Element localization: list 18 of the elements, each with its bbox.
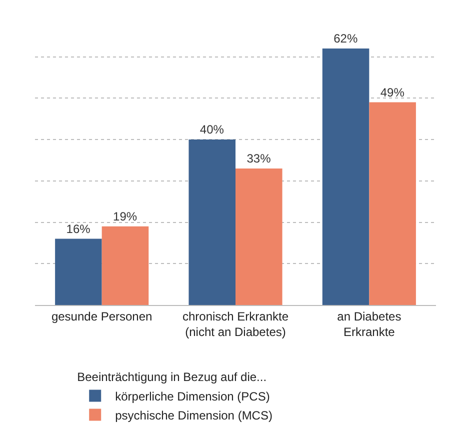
x-tick-label: an Diabetes Erkrankte <box>337 309 402 339</box>
data-label: 33% <box>246 151 272 166</box>
bar <box>188 140 236 305</box>
x-tick-label: chronisch Erkrankte (nicht an Diabetes) <box>182 309 289 339</box>
bar <box>236 168 282 305</box>
data-label: 62% <box>334 32 358 46</box>
data-label: 49% <box>380 85 405 100</box>
bar <box>369 102 416 305</box>
data-label: 19% <box>113 209 138 224</box>
data-label: 40% <box>200 122 224 137</box>
x-tick-label: gesunde Personen <box>51 309 152 324</box>
bar <box>55 238 102 305</box>
legend-label: körperliche Dimension (PCS) <box>115 389 270 404</box>
bar <box>322 48 370 305</box>
data-label: 16% <box>66 222 91 236</box>
legend-label: psychische Dimension (MCS) <box>115 408 272 422</box>
bar <box>102 226 149 305</box>
legend-title: Beeinträchtigung in Bezug auf die... <box>77 370 267 384</box>
